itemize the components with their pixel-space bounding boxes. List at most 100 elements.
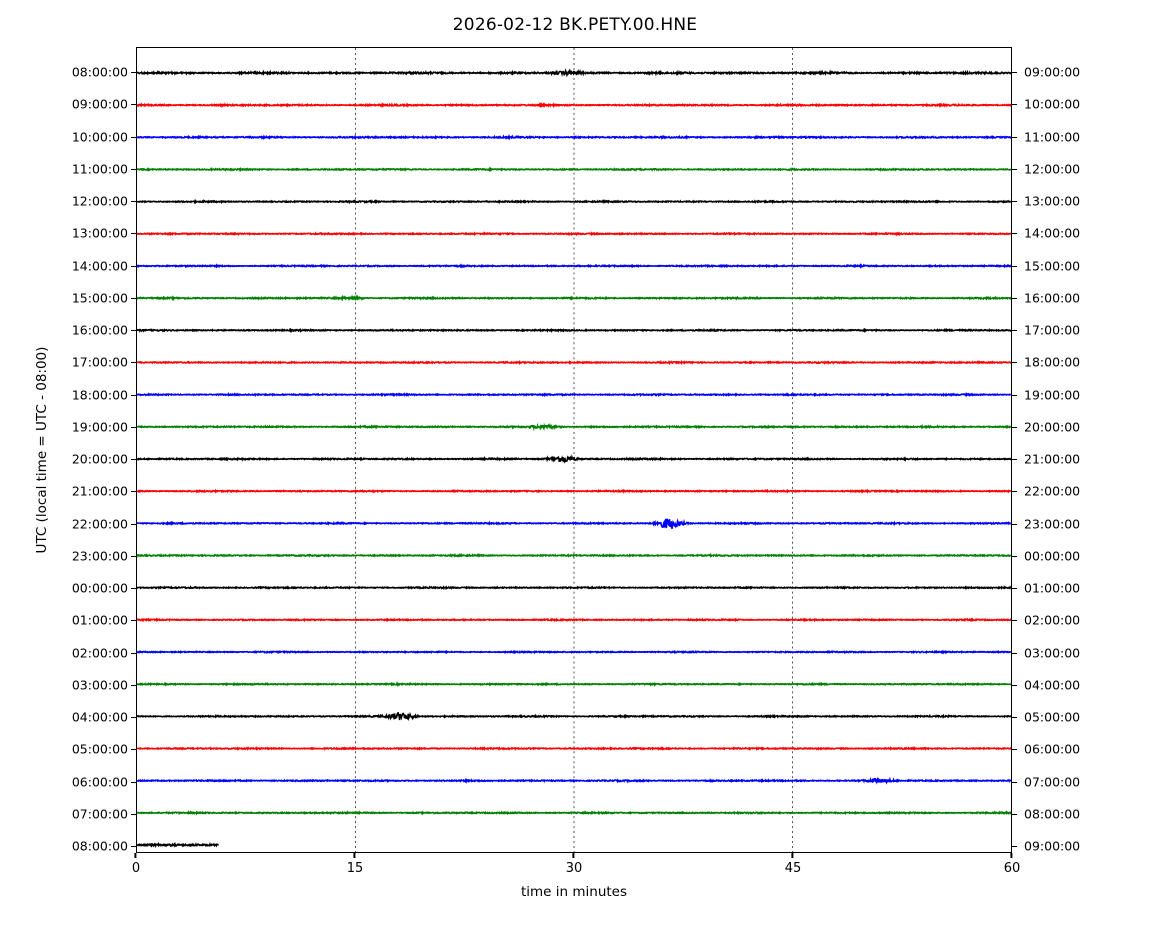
- right-tick-label-5: 14:00:00: [1024, 225, 1081, 241]
- left-tick-label-20: 04:00:00: [71, 709, 128, 725]
- left-tick-mark: [131, 426, 136, 428]
- left-tick-mark: [131, 652, 136, 654]
- trace-row-16: [137, 585, 1011, 591]
- left-tick-label-23: 07:00:00: [71, 806, 128, 822]
- right-tick-mark: [1012, 652, 1017, 654]
- left-tick-label-7: 15:00:00: [71, 290, 128, 306]
- left-tick-mark: [131, 459, 136, 461]
- left-tick-mark: [131, 717, 136, 719]
- left-tick-label-8: 16:00:00: [71, 322, 128, 338]
- right-tick-mark: [1012, 846, 1017, 848]
- trace-row-3: [137, 166, 1011, 173]
- right-tick-mark: [1012, 201, 1017, 203]
- trace-row-22: [137, 776, 1011, 785]
- right-tick-label-1: 10:00:00: [1024, 96, 1081, 112]
- left-tick-mark: [131, 136, 136, 138]
- left-tick-mark: [131, 684, 136, 686]
- left-tick-mark: [131, 362, 136, 364]
- trace-row-9: [137, 359, 1011, 366]
- right-tick-mark: [1012, 523, 1017, 525]
- left-tick-mark: [131, 104, 136, 106]
- left-tick-mark: [131, 620, 136, 622]
- right-tick-label-4: 13:00:00: [1024, 193, 1081, 209]
- right-tick-label-23: 08:00:00: [1024, 806, 1081, 822]
- x-tick-mark: [1010, 853, 1012, 858]
- trace-row-4: [137, 198, 1011, 205]
- x-tick-label-30: 30: [565, 861, 583, 876]
- left-tick-label-4: 12:00:00: [71, 193, 128, 209]
- left-tick-mark: [131, 555, 136, 557]
- right-tick-label-20: 05:00:00: [1024, 709, 1081, 725]
- trace-row-8: [137, 327, 1011, 334]
- left-tick-label-17: 01:00:00: [71, 612, 128, 628]
- left-tick-label-21: 05:00:00: [71, 741, 128, 757]
- left-tick-mark: [131, 168, 136, 170]
- x-tick-label-60: 60: [1003, 861, 1021, 876]
- left-tick-mark: [131, 394, 136, 396]
- right-tick-label-7: 16:00:00: [1024, 290, 1081, 306]
- left-tick-mark: [131, 330, 136, 332]
- right-tick-mark: [1012, 491, 1017, 493]
- left-tick-label-14: 22:00:00: [71, 516, 128, 531]
- seismogram-traces: [137, 48, 1011, 852]
- trace-row-12: [137, 454, 1011, 464]
- right-tick-label-18: 03:00:00: [1024, 645, 1081, 660]
- left-tick-label-9: 17:00:00: [71, 354, 128, 370]
- right-tick-label-17: 02:00:00: [1024, 612, 1081, 628]
- left-tick-mark: [131, 297, 136, 299]
- left-tick-label-3: 11:00:00: [71, 161, 128, 177]
- right-tick-label-14: 23:00:00: [1024, 516, 1081, 531]
- right-tick-mark: [1012, 330, 1017, 332]
- left-tick-label-12: 20:00:00: [71, 451, 128, 467]
- right-tick-mark: [1012, 168, 1017, 170]
- right-tick-mark: [1012, 684, 1017, 686]
- right-tick-label-0: 09:00:00: [1024, 64, 1081, 80]
- left-tick-mark: [131, 523, 136, 525]
- right-tick-label-21: 06:00:00: [1024, 741, 1081, 757]
- trace-row-23: [137, 809, 1011, 816]
- page-title: 2026-02-12 BK.PETY.00.HNE: [452, 15, 698, 35]
- trace-row-21: [137, 745, 1011, 752]
- right-tick-label-16: 01:00:00: [1024, 580, 1081, 596]
- trace-row-20: [137, 711, 1011, 722]
- trace-row-7: [137, 294, 1011, 302]
- left-tick-label-5: 13:00:00: [71, 225, 128, 241]
- left-tick-label-2: 10:00:00: [71, 129, 128, 144]
- trace-row-10: [137, 391, 1011, 398]
- left-tick-mark: [131, 781, 136, 783]
- left-tick-mark: [131, 265, 136, 267]
- right-tick-mark: [1012, 426, 1017, 428]
- right-tick-label-10: 19:00:00: [1024, 387, 1081, 402]
- right-tick-label-11: 20:00:00: [1024, 419, 1081, 435]
- right-tick-label-8: 17:00:00: [1024, 322, 1081, 338]
- y-axis-label: UTC (local time = UTC - 08:00): [34, 346, 50, 554]
- x-tick-label-45: 45: [784, 861, 802, 876]
- left-tick-mark: [131, 749, 136, 751]
- right-tick-mark: [1012, 555, 1017, 557]
- right-tick-mark: [1012, 233, 1017, 235]
- right-tick-mark: [1012, 297, 1017, 299]
- left-tick-mark: [131, 233, 136, 235]
- right-tick-mark: [1012, 717, 1017, 719]
- trace-row-13: [137, 488, 1011, 494]
- right-tick-label-13: 22:00:00: [1024, 483, 1081, 499]
- right-tick-mark: [1012, 781, 1017, 783]
- left-tick-mark: [131, 72, 136, 74]
- x-tick-label-0: 0: [131, 861, 141, 876]
- right-tick-label-19: 04:00:00: [1024, 677, 1081, 693]
- left-tick-mark: [131, 813, 136, 815]
- x-tick-mark: [572, 853, 574, 858]
- right-tick-mark: [1012, 588, 1017, 590]
- left-tick-label-6: 14:00:00: [71, 258, 128, 273]
- left-tick-label-19: 03:00:00: [71, 677, 128, 693]
- right-tick-label-6: 15:00:00: [1024, 258, 1081, 273]
- left-tick-label-10: 18:00:00: [71, 387, 128, 402]
- right-tick-label-9: 18:00:00: [1024, 354, 1081, 370]
- plot-area: [136, 47, 1012, 853]
- right-tick-label-24: 09:00:00: [1024, 838, 1081, 854]
- trace-row-14: [137, 518, 1011, 529]
- left-tick-label-15: 23:00:00: [71, 548, 128, 564]
- trace-row-11: [137, 422, 1011, 432]
- right-tick-mark: [1012, 394, 1017, 396]
